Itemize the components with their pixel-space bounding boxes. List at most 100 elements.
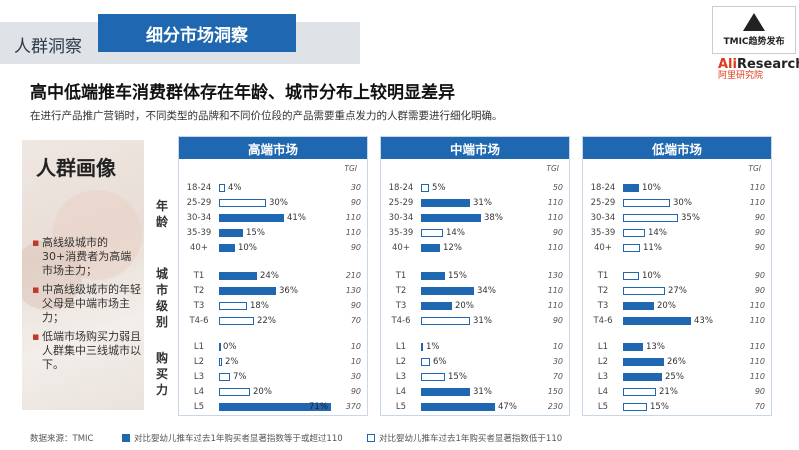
tgi-value: 110 xyxy=(749,198,765,207)
bar-category-label: 30-34 xyxy=(590,213,616,223)
bar-row: L2 2% 10 xyxy=(179,356,369,369)
bar xyxy=(623,403,647,411)
bar-value-label: 15% xyxy=(650,402,669,412)
bar-category-label: 18-24 xyxy=(388,183,414,193)
bar xyxy=(623,358,664,366)
tmic-logo-text: TMIC趋势发布 xyxy=(723,37,785,47)
category-char: 龄 xyxy=(155,215,168,229)
bar-category-label: T1 xyxy=(193,271,205,281)
bar-row: T1 15% 130 xyxy=(381,270,571,283)
bar-category-label: 30-34 xyxy=(388,213,414,223)
bar-row: T4-6 31% 90 xyxy=(381,315,571,328)
bar xyxy=(219,184,225,192)
bar xyxy=(219,229,243,237)
bar-category-label: 40+ xyxy=(594,243,612,253)
category-char: 城 xyxy=(155,267,168,281)
tgi-value: 10 xyxy=(552,342,563,351)
bar xyxy=(623,229,645,237)
bar-row: L3 25% 110 xyxy=(583,371,773,384)
bar xyxy=(421,373,445,381)
page-headline: 高中低端推车消费群体存在年龄、城市分布上较明显差异 xyxy=(30,83,455,103)
bar-value-label: 47% xyxy=(498,402,517,412)
bar-value-label: 18% xyxy=(250,301,269,311)
category-char: 力 xyxy=(155,383,168,397)
bar-row: L5 47% 230 xyxy=(381,401,571,414)
bar-category-label: L1 xyxy=(193,342,205,352)
bar-value-label: 21% xyxy=(659,387,678,397)
bar-value-label: 14% xyxy=(446,228,465,238)
tgi-value: 130 xyxy=(345,286,361,295)
tgi-value: 90 xyxy=(350,243,361,252)
bar xyxy=(219,388,250,396)
bar-row: T1 24% 210 xyxy=(179,270,369,283)
tgi-header: TGI xyxy=(344,164,357,173)
panel-low-end: 低端市场 TGI 18-24 10% 110 25-29 30% 110 30-34 35% 90 3… xyxy=(582,136,772,416)
bar-category-label: T2 xyxy=(193,286,205,296)
bar-category-label: L3 xyxy=(395,372,407,382)
tgi-value: 110 xyxy=(749,301,765,310)
legend-hollow-text: 对比婴幼儿推车过去1年购买者显著指数低于110 xyxy=(379,434,563,444)
bar-category-label: 25-29 xyxy=(388,198,414,208)
tgi-value: 30 xyxy=(350,372,361,381)
bar-value-label: 38% xyxy=(484,213,503,223)
tgi-value: 110 xyxy=(547,198,563,207)
bar xyxy=(421,403,495,411)
bar-category-label: 35-39 xyxy=(388,228,414,238)
tgi-header: TGI xyxy=(748,164,761,173)
panel-title: 高端市场 xyxy=(179,137,367,159)
bar xyxy=(219,272,257,280)
bar-value-label: 15% xyxy=(246,228,265,238)
bar-category-label: L4 xyxy=(395,387,407,397)
bar-row: L4 20% 90 xyxy=(179,386,369,399)
bar xyxy=(421,229,443,237)
data-source: 数据来源：TMIC xyxy=(30,434,94,444)
bar-row: 30-34 35% 90 xyxy=(583,212,773,225)
bar-category-label: L5 xyxy=(597,402,609,412)
category-char: 年 xyxy=(155,199,168,213)
bar xyxy=(421,343,423,351)
bar-row: T3 20% 110 xyxy=(381,300,571,313)
bar-value-label: 15% xyxy=(448,271,467,281)
tgi-value: 90 xyxy=(552,316,563,325)
persona-bullet: ▪ 高线级城市的30+消费者为高端市场主力； xyxy=(32,236,132,277)
persona-bullet: ▪ 中高线级城市的年轻父母是中端市场主力； xyxy=(32,283,141,324)
bar-value-label: 13% xyxy=(646,342,665,352)
bar-category-label: L3 xyxy=(597,372,609,382)
bar-category-label: L1 xyxy=(597,342,609,352)
tgi-value: 150 xyxy=(547,387,563,396)
bar-row: L1 1% 10 xyxy=(381,341,571,354)
ali-logo-prefix: Ali xyxy=(718,57,737,72)
persona-title: 人群画像 xyxy=(36,156,116,180)
bar-value-label: 10% xyxy=(642,183,661,193)
bar-row: L3 7% 30 xyxy=(179,371,369,384)
bar xyxy=(623,343,643,351)
tgi-value: 210 xyxy=(345,271,361,280)
bar-category-label: 35-39 xyxy=(590,228,616,238)
category-label-age: 年龄 xyxy=(152,198,172,230)
bar xyxy=(219,358,222,366)
bar xyxy=(219,199,266,207)
bar-row: T4-6 43% 110 xyxy=(583,315,773,328)
bar-category-label: 18-24 xyxy=(590,183,616,193)
bullet-dot-icon: ▪ xyxy=(32,236,40,249)
bar-row: 25-29 30% 110 xyxy=(583,197,773,210)
bar-row: 30-34 38% 110 xyxy=(381,212,571,225)
tgi-value: 90 xyxy=(350,198,361,207)
bar-row: T2 36% 130 xyxy=(179,285,369,298)
tgi-value: 70 xyxy=(552,372,563,381)
tgi-value: 110 xyxy=(749,183,765,192)
bar-value-label: 36% xyxy=(279,286,298,296)
bar xyxy=(219,214,284,222)
bar xyxy=(421,272,445,280)
ali-logo-en: Research xyxy=(736,57,799,72)
bar xyxy=(219,373,230,381)
bar-category-label: L5 xyxy=(193,402,205,412)
tgi-value: 70 xyxy=(350,316,361,325)
bar-category-label: T3 xyxy=(193,301,205,311)
persona-bullet: ▪ 低端市场购买力弱且人群集中三线城市以下。 xyxy=(32,330,141,371)
bar xyxy=(219,403,331,411)
bar-value-label: 4% xyxy=(228,183,242,193)
ali-logo-cn: 阿里研究院 xyxy=(718,71,764,82)
bar-row: L1 13% 110 xyxy=(583,341,773,354)
bar-category-label: T1 xyxy=(597,271,609,281)
